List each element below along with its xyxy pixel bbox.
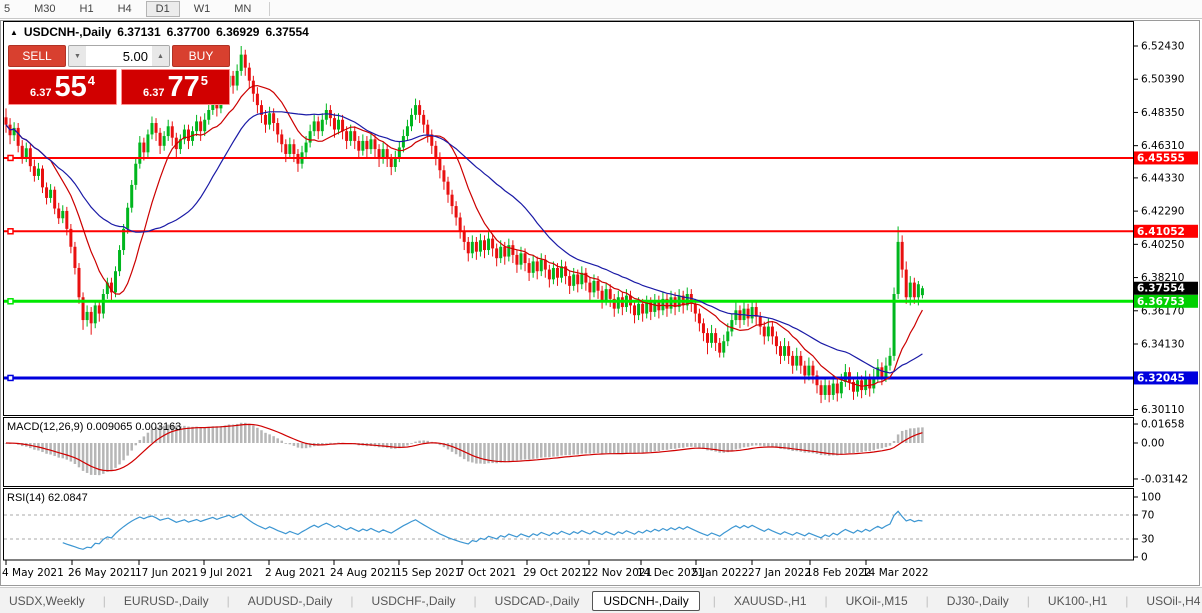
svg-text:26 May 2021: 26 May 2021 xyxy=(68,567,136,579)
svg-text:6.46310: 6.46310 xyxy=(1141,140,1184,152)
chart-tab-usoil-h4[interactable]: USOil-,H4 xyxy=(1116,591,1202,611)
svg-text:22 Nov 2021: 22 Nov 2021 xyxy=(585,567,652,579)
svg-text:70: 70 xyxy=(1141,510,1154,522)
macd-indicator-label: MACD(12,26,9) 0.009065 0.003163 xyxy=(7,421,182,433)
chart-tab-xauusd-h1[interactable]: XAUUSD-,H1 xyxy=(704,591,816,611)
chart-tab-usdchf-daily[interactable]: USDCHF-,Daily xyxy=(341,591,464,611)
svg-text:27 Jan 2022: 27 Jan 2022 xyxy=(748,567,811,579)
chart-low-value: 6.36929 xyxy=(216,25,260,39)
svg-text:6.52430: 6.52430 xyxy=(1141,41,1184,53)
svg-text:29 Oct 2021: 29 Oct 2021 xyxy=(523,567,588,579)
chart-open-value: 6.37131 xyxy=(117,25,161,39)
chart-tab-eurusd-daily[interactable]: EURUSD-,Daily xyxy=(94,591,218,611)
timeframe-button-5[interactable]: 5 xyxy=(4,3,11,15)
svg-text:9 Jul 2021: 9 Jul 2021 xyxy=(200,567,253,579)
timeframe-button-d1[interactable]: D1 xyxy=(145,1,180,17)
timeframe-button-h1[interactable]: H1 xyxy=(79,3,94,15)
volume-input[interactable] xyxy=(86,46,152,66)
svg-text:30: 30 xyxy=(1141,534,1154,546)
chart-close-value: 6.37554 xyxy=(265,25,309,39)
svg-text:14 Dec 2021: 14 Dec 2021 xyxy=(637,567,704,579)
svg-text:24 Aug 2021: 24 Aug 2021 xyxy=(330,567,397,579)
sell-price-base: 6.37 xyxy=(30,87,52,99)
svg-text:6.37554: 6.37554 xyxy=(1137,283,1185,295)
svg-text:6.36753: 6.36753 xyxy=(1137,296,1185,308)
volume-increase-button[interactable]: ▲ xyxy=(152,46,169,66)
buy-price-base: 6.37 xyxy=(143,87,165,99)
svg-text:4 May 2021: 4 May 2021 xyxy=(2,567,64,579)
svg-text:6.50390: 6.50390 xyxy=(1141,74,1184,86)
buy-price-pip: 5 xyxy=(200,73,208,88)
svg-text:6.30110: 6.30110 xyxy=(1141,404,1184,416)
timeframe-toolbar: 5 M30 H1 H4 D1 W1 MN xyxy=(0,0,1202,19)
svg-text:100: 100 xyxy=(1141,492,1161,504)
chart-tab-bar: USDX,WeeklyEURUSD-,DailyAUDUSD-,DailyUSD… xyxy=(0,587,1202,613)
svg-text:15 Sep 2021: 15 Sep 2021 xyxy=(395,567,462,579)
svg-text:0.01658: 0.01658 xyxy=(1141,419,1184,431)
svg-text:18 Feb 2022: 18 Feb 2022 xyxy=(806,567,871,579)
sell-button[interactable]: SELL xyxy=(8,45,66,67)
svg-text:6.34130: 6.34130 xyxy=(1141,338,1184,350)
buy-price-big: 77 xyxy=(167,71,200,103)
volume-spinner: ▼ ▲ xyxy=(68,45,170,67)
collapse-chart-icon[interactable]: ▲ xyxy=(10,27,18,37)
svg-text:6.42290: 6.42290 xyxy=(1141,206,1184,218)
timeframe-button-m30[interactable]: M30 xyxy=(34,3,56,15)
sell-price-pip: 4 xyxy=(87,73,95,88)
chart-high-value: 6.37700 xyxy=(166,25,211,39)
chart-tab-uk100-h1[interactable]: UK100-,H1 xyxy=(1018,591,1117,611)
chart-symbol-label: USDCNH-,Daily xyxy=(23,25,112,39)
svg-text:2 Aug 2021: 2 Aug 2021 xyxy=(265,567,326,579)
volume-decrease-button[interactable]: ▼ xyxy=(69,46,86,66)
chart-tab-audusd-daily[interactable]: AUDUSD-,Daily xyxy=(218,591,342,611)
timeframe-button-mn[interactable]: MN xyxy=(234,3,252,15)
svg-text:6.41052: 6.41052 xyxy=(1137,226,1185,238)
rsi-indicator-label: RSI(14) 62.0847 xyxy=(7,492,88,504)
toolbar-separator xyxy=(269,2,271,16)
svg-text:7 Oct 2021: 7 Oct 2021 xyxy=(458,567,516,579)
svg-text:-0.03142: -0.03142 xyxy=(1141,473,1188,485)
chart-tab-usdx-weekly[interactable]: USDX,Weekly xyxy=(9,594,85,608)
chart-title: ▲ USDCNH-,Daily 6.37131 6.37700 6.36929 … xyxy=(10,25,309,39)
sell-price-box[interactable]: 6.37 55 4 xyxy=(8,69,117,105)
svg-text:6.36170: 6.36170 xyxy=(1141,305,1184,317)
svg-text:5 Jan 2022: 5 Jan 2022 xyxy=(692,567,748,579)
sell-price-big: 55 xyxy=(54,71,87,103)
svg-text:6.44330: 6.44330 xyxy=(1141,172,1184,184)
chart-tab-dj30-daily[interactable]: DJ30-,Daily xyxy=(917,591,1018,611)
svg-text:0: 0 xyxy=(1141,552,1148,564)
timeframe-button-h4[interactable]: H4 xyxy=(117,3,132,15)
svg-text:14 Mar 2022: 14 Mar 2022 xyxy=(862,567,929,579)
one-click-trading-panel: SELL ▼ ▲ BUY 6.37 55 4 6.37 77 5 xyxy=(8,45,230,105)
svg-text:6.40250: 6.40250 xyxy=(1141,239,1184,251)
svg-text:6.38210: 6.38210 xyxy=(1141,272,1184,284)
chart-tab-ukoil-m15[interactable]: UKOil-,M15 xyxy=(816,591,917,611)
chart-tab-usdcnh-daily[interactable]: USDCNH-,Daily xyxy=(592,591,700,611)
svg-text:6.48350: 6.48350 xyxy=(1141,107,1184,119)
svg-text:17 Jun 2021: 17 Jun 2021 xyxy=(135,567,198,579)
buy-price-box[interactable]: 6.37 77 5 xyxy=(121,69,230,105)
timeframe-button-w1[interactable]: W1 xyxy=(193,3,211,15)
svg-text:6.32045: 6.32045 xyxy=(1137,372,1185,384)
buy-button[interactable]: BUY xyxy=(172,45,230,67)
svg-text:0.00: 0.00 xyxy=(1141,438,1164,450)
chart-tab-usdcad-daily[interactable]: USDCAD-,Daily xyxy=(465,591,589,611)
svg-text:6.45555: 6.45555 xyxy=(1137,152,1185,164)
